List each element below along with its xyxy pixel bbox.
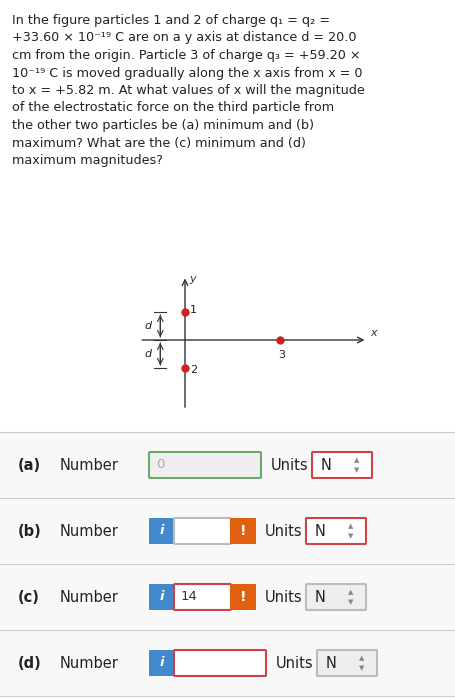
Text: Number: Number <box>60 655 119 671</box>
Text: y: y <box>188 274 195 284</box>
Text: Number: Number <box>60 589 119 605</box>
FancyBboxPatch shape <box>316 650 376 676</box>
Text: (c): (c) <box>18 589 40 605</box>
FancyBboxPatch shape <box>229 584 255 610</box>
Text: In the figure particles 1 and 2 of charge q₁ = q₂ =: In the figure particles 1 and 2 of charg… <box>12 14 329 27</box>
Text: N: N <box>314 524 325 538</box>
Text: 14: 14 <box>181 591 197 603</box>
Text: N: N <box>325 655 336 671</box>
Bar <box>0 630 455 696</box>
FancyBboxPatch shape <box>229 518 255 544</box>
Text: !: ! <box>239 590 246 604</box>
FancyBboxPatch shape <box>305 518 365 544</box>
Text: ▼: ▼ <box>348 599 353 605</box>
Text: +33.60 × 10⁻¹⁹ C are on a y axis at distance d = 20.0: +33.60 × 10⁻¹⁹ C are on a y axis at dist… <box>12 32 356 45</box>
Text: (b): (b) <box>18 524 42 538</box>
Text: Units: Units <box>264 589 302 605</box>
Text: 0: 0 <box>156 458 164 472</box>
Text: ▲: ▲ <box>348 523 353 529</box>
FancyBboxPatch shape <box>305 584 365 610</box>
Text: i: i <box>159 657 164 669</box>
Text: N: N <box>320 458 331 472</box>
Text: the other two particles be (a) minimum and (b): the other two particles be (a) minimum a… <box>12 119 313 132</box>
Text: maximum magnitudes?: maximum magnitudes? <box>12 154 162 167</box>
Text: !: ! <box>239 524 246 538</box>
Text: of the electrostatic force on the third particle from: of the electrostatic force on the third … <box>12 102 334 115</box>
FancyBboxPatch shape <box>149 518 175 544</box>
FancyBboxPatch shape <box>149 452 260 478</box>
Text: d: d <box>144 349 152 359</box>
Text: Units: Units <box>275 655 313 671</box>
Text: ▼: ▼ <box>359 665 364 671</box>
Text: 3: 3 <box>278 350 285 360</box>
Text: (d): (d) <box>18 655 42 671</box>
Text: x: x <box>369 328 376 338</box>
Text: Number: Number <box>60 524 119 538</box>
Text: ▲: ▲ <box>354 457 359 463</box>
Bar <box>0 498 455 564</box>
Text: i: i <box>159 524 164 538</box>
FancyBboxPatch shape <box>149 584 175 610</box>
Text: cm from the origin. Particle 3 of charge q₃ = +59.20 ×: cm from the origin. Particle 3 of charge… <box>12 49 360 62</box>
Text: maximum? What are the (c) minimum and (d): maximum? What are the (c) minimum and (d… <box>12 136 305 150</box>
Text: ▲: ▲ <box>359 655 364 661</box>
FancyBboxPatch shape <box>174 518 231 544</box>
Text: ▲: ▲ <box>348 589 353 595</box>
Text: 2: 2 <box>190 365 197 375</box>
Text: d: d <box>144 321 152 331</box>
Text: ▼: ▼ <box>348 533 353 539</box>
FancyBboxPatch shape <box>174 650 265 676</box>
Text: Number: Number <box>60 458 119 472</box>
Text: 10⁻¹⁹ C is moved gradually along the x axis from x = 0: 10⁻¹⁹ C is moved gradually along the x a… <box>12 66 362 80</box>
Text: ▼: ▼ <box>354 467 359 473</box>
FancyBboxPatch shape <box>149 650 175 676</box>
Text: 1: 1 <box>190 305 197 315</box>
Text: (a): (a) <box>18 458 41 472</box>
FancyBboxPatch shape <box>311 452 371 478</box>
Bar <box>0 564 455 630</box>
Text: to x = +5.82 m. At what values of x will the magnitude: to x = +5.82 m. At what values of x will… <box>12 84 364 97</box>
Text: Units: Units <box>270 458 308 472</box>
Bar <box>0 432 455 498</box>
FancyBboxPatch shape <box>174 584 231 610</box>
Text: N: N <box>314 589 325 605</box>
Text: Units: Units <box>264 524 302 538</box>
Text: i: i <box>159 591 164 603</box>
